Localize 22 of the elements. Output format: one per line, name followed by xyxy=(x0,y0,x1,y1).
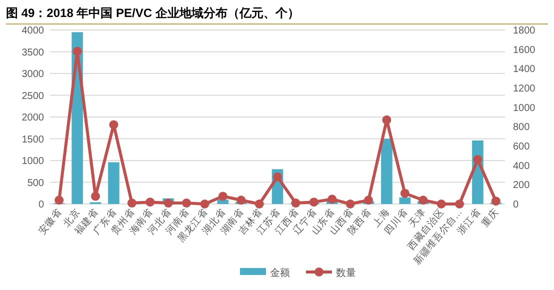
y-tick-label: 2500 xyxy=(22,90,44,102)
y-tick-label: 1500 xyxy=(22,134,44,146)
y2-tick-label: 200 xyxy=(513,180,530,192)
y-tick-label: 3500 xyxy=(22,47,44,58)
y2-tick-label: 400 xyxy=(513,160,530,172)
y2-tick-label: 1000 xyxy=(513,102,536,114)
y2-tick-label: 1600 xyxy=(513,44,536,56)
y2-tick-label: 1200 xyxy=(513,84,536,94)
legend-label: 金额 xyxy=(270,267,290,279)
y-tick-label: 1000 xyxy=(22,156,44,167)
x-tick-label: 重庆 xyxy=(479,206,502,230)
y2-tick-label: 1800 xyxy=(513,26,536,36)
y2-tick-label: 600 xyxy=(513,142,530,152)
legend-label: 数量 xyxy=(336,268,356,279)
y-tick-label: 3000 xyxy=(22,69,44,80)
y-tick-label: 2000 xyxy=(22,112,44,124)
y-tick-label: 4000 xyxy=(22,26,44,36)
y2-tick-label: 0 xyxy=(513,200,519,210)
y-tick-label: 500 xyxy=(27,178,44,189)
y2-tick-label: 800 xyxy=(513,122,530,134)
y2-tick-label: 1400 xyxy=(513,64,536,76)
chart-title: 图 49：2018 年中国 PE/VC 企业地域分布（亿元、个） xyxy=(6,6,300,20)
